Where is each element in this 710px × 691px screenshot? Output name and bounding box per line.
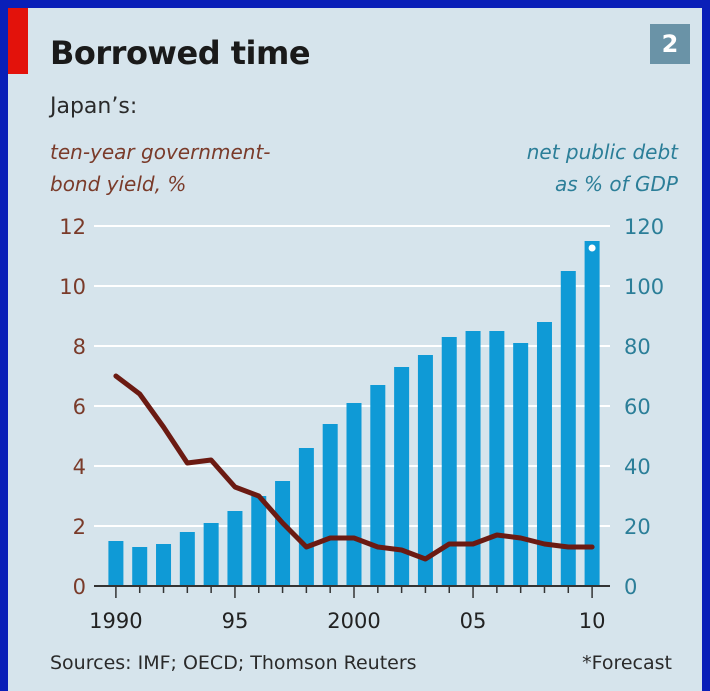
left-tick-label: 12 [59, 215, 86, 239]
debt-bar [441, 337, 457, 586]
debt-bar [584, 241, 600, 586]
debt-bar [346, 403, 362, 586]
left-axis-label-line1: ten-year government- [50, 140, 271, 164]
right-tick-label: 20 [624, 515, 651, 539]
debt-bars [108, 241, 600, 586]
right-tick-label: 0 [624, 575, 637, 599]
left-axis-label-line2: bond yield, % [50, 172, 187, 196]
yield-line [113, 373, 595, 562]
debt-bar [560, 271, 576, 586]
right-tick-label: 40 [624, 455, 651, 479]
right-tick-label: 60 [624, 395, 651, 419]
forecast-marker [588, 244, 596, 252]
right-tick-label: 100 [624, 275, 664, 299]
debt-bar [394, 367, 410, 586]
debt-bar [489, 331, 505, 586]
debt-bar [513, 343, 529, 586]
chart-title: Borrowed time [50, 34, 311, 72]
yield-line-layer [113, 373, 595, 562]
debt-bar [132, 547, 148, 586]
debt-bar [536, 322, 552, 586]
left-tick-label: 10 [59, 275, 86, 299]
right-tick-label: 120 [624, 215, 664, 239]
right-axis-label: net public debt as % of GDP [418, 136, 678, 200]
forecast-note: *Forecast [582, 652, 672, 674]
debt-bar [108, 541, 124, 586]
debt-bar [465, 331, 481, 586]
debt-bar [156, 544, 172, 586]
debt-bar [322, 424, 338, 586]
left-tick-label: 8 [73, 335, 86, 359]
debt-bar [275, 481, 291, 586]
debt-bar [179, 532, 195, 586]
right-axis-label-line1: net public debt [526, 140, 678, 164]
left-axis-label: ten-year government- bond yield, % [50, 136, 350, 200]
debt-bar [251, 496, 267, 586]
brand-tab [8, 8, 28, 74]
chart-subtitle: Japan’s: [50, 94, 138, 119]
left-tick-label: 6 [73, 395, 86, 419]
debt-bar [227, 511, 243, 586]
right-axis-label-line2: as % of GDP [555, 172, 678, 196]
x-tick-label: 1990 [89, 609, 142, 633]
axes-layer: 0 0 2 20 4 40 6 60 8 80 10 100 12 120 1990 95 2000 05 10 [59, 215, 664, 633]
x-tick-label: 95 [222, 609, 249, 633]
chart-number-badge: 2 [650, 24, 690, 64]
x-tick-label: 05 [460, 609, 487, 633]
right-tick-label: 80 [624, 335, 651, 359]
x-tick-label: 2000 [327, 609, 380, 633]
debt-bar [370, 385, 386, 586]
left-tick-label: 2 [73, 515, 86, 539]
debt-bar [417, 355, 433, 586]
left-tick-label: 0 [73, 575, 86, 599]
sources-note: Sources: IMF; OECD; Thomson Reuters [50, 652, 417, 674]
debt-bar [298, 448, 314, 586]
x-tick-label: 10 [579, 609, 606, 633]
left-tick-label: 4 [73, 455, 86, 479]
debt-bar [203, 523, 219, 586]
